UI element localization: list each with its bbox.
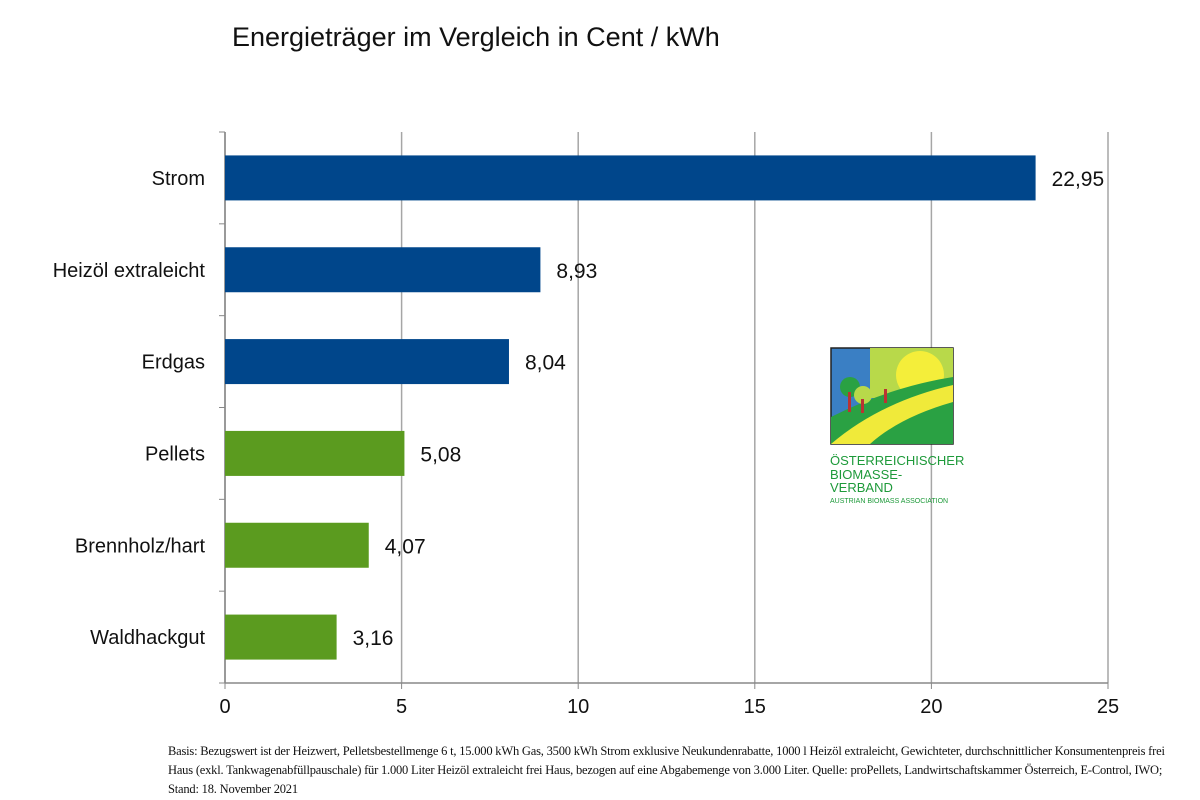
data-label: 4,07 bbox=[385, 535, 426, 558]
x-tick-label: 0 bbox=[219, 696, 230, 718]
x-tick-label: 5 bbox=[396, 696, 407, 718]
category-label: Heizöl extraleicht bbox=[53, 260, 206, 282]
bar-chart: 0 5 10 15 20 25 Strom 22,95 Heizöl extraleicht 8,… bbox=[53, 131, 1119, 718]
bar bbox=[225, 155, 1036, 201]
x-tick-label: 10 bbox=[567, 696, 589, 718]
x-tick-label: 20 bbox=[920, 696, 942, 718]
bar bbox=[225, 247, 541, 293]
data-label: 22,95 bbox=[1052, 168, 1105, 191]
biomasse-verband-logo: Österreichischer Biomasse-Verband Austri… bbox=[830, 347, 965, 505]
logo-landscape-icon bbox=[830, 347, 954, 445]
data-label: 3,16 bbox=[353, 627, 394, 650]
footnote: Basis: Bezugswert ist der Heizwert, Pell… bbox=[168, 744, 1165, 796]
chart-title: Energieträger im Vergleich in Cent / kWh bbox=[232, 22, 720, 52]
bar bbox=[225, 339, 509, 385]
category-label: Erdgas bbox=[142, 352, 205, 374]
category-label: Brennholz/hart bbox=[75, 535, 206, 557]
data-label: 8,93 bbox=[556, 260, 597, 283]
bar bbox=[225, 430, 405, 476]
data-label: 5,08 bbox=[420, 443, 461, 466]
x-tick-label: 15 bbox=[744, 696, 766, 718]
bar bbox=[225, 522, 369, 568]
logo-text-line3: Austrian Biomass Association bbox=[830, 497, 949, 505]
data-label: 8,04 bbox=[525, 352, 566, 375]
logo-text-line2: Biomasse-Verband bbox=[830, 466, 903, 496]
category-label: Strom bbox=[152, 168, 205, 190]
logo-text-line1: Österreichischer bbox=[830, 453, 965, 468]
bar bbox=[225, 614, 337, 660]
category-label: Pellets bbox=[145, 443, 205, 465]
category-label: Waldhackgut bbox=[90, 627, 205, 649]
x-tick-label: 25 bbox=[1097, 696, 1119, 718]
